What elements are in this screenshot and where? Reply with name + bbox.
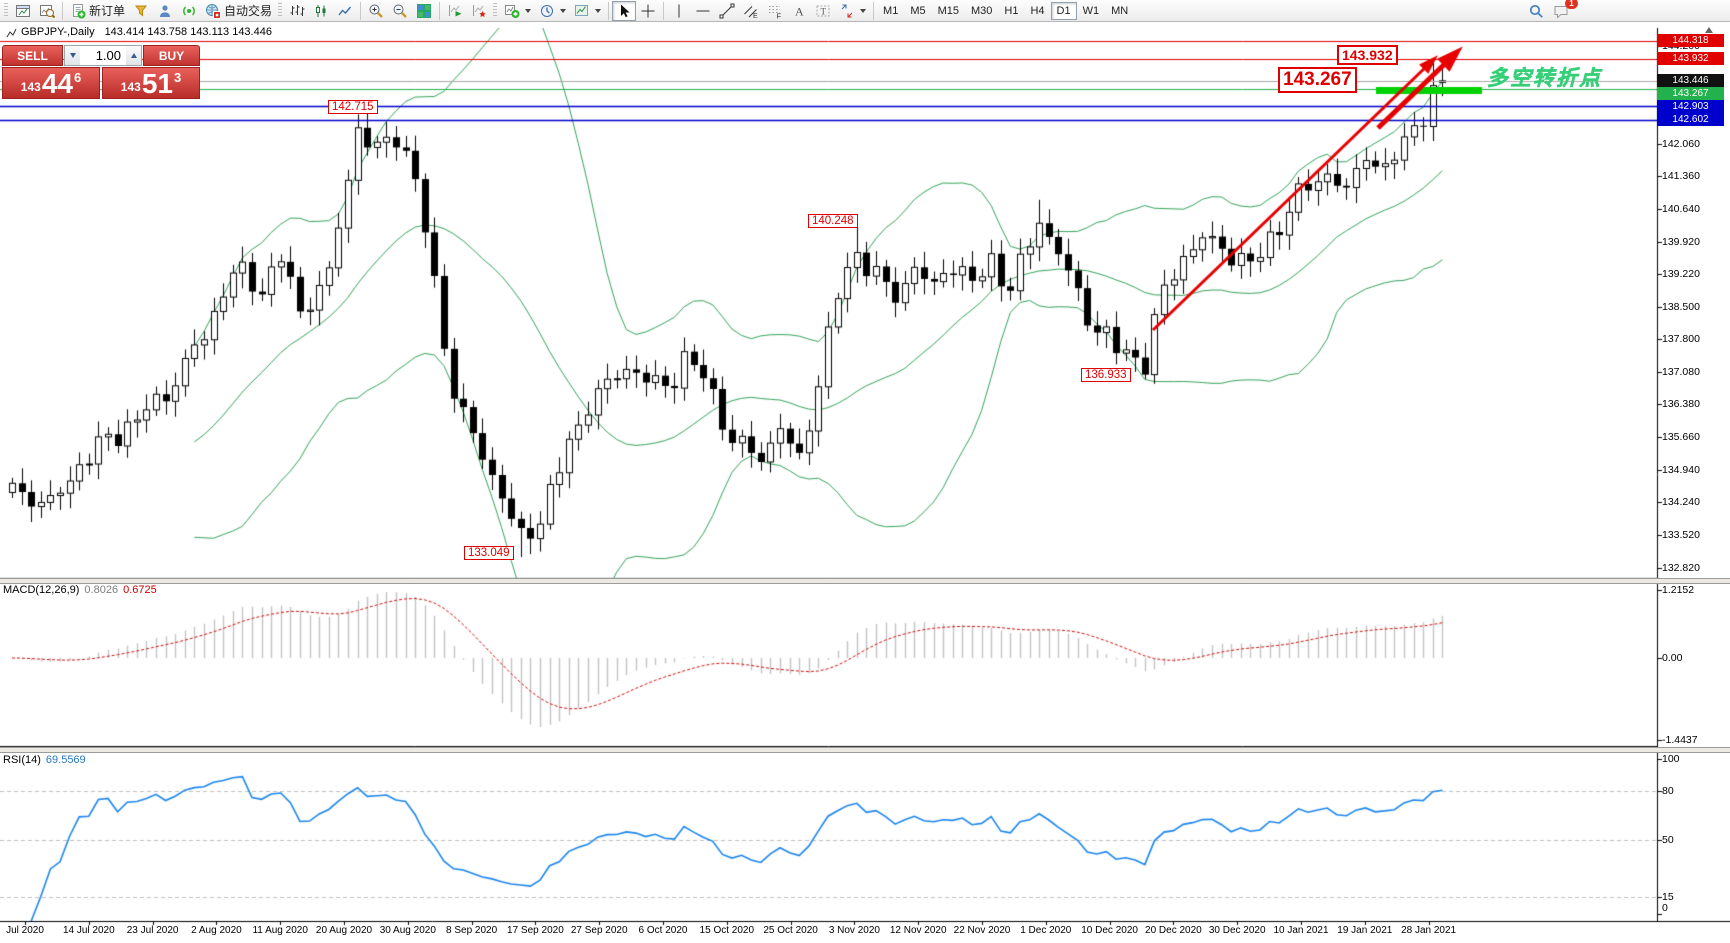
macd-indicator-label: MACD(12,26,9) 0.8026 0.6725 <box>3 584 157 596</box>
sell-price-display[interactable]: 143 44 6 <box>2 67 100 99</box>
dropdown-caret-icon <box>595 8 602 13</box>
notification-badge: 1 <box>1565 0 1578 9</box>
sell-price-pip: 6 <box>73 70 82 85</box>
templates-button[interactable] <box>570 1 605 21</box>
ohlc-values: 143.414 143.758 143.113 143.446 <box>104 26 272 38</box>
notifications-button[interactable]: 1 <box>1549 0 1578 21</box>
buy-price-prefix: 143 <box>120 80 141 94</box>
new-chart-window-icon[interactable] <box>11 1 35 21</box>
rsi-name: RSI(14) <box>3 754 41 766</box>
text-label-button[interactable]: T <box>811 1 835 21</box>
crosshair-button[interactable] <box>636 1 660 21</box>
new-order-button[interactable]: 新订单 <box>66 1 129 21</box>
arrows-button[interactable] <box>835 1 870 21</box>
svg-text:E: E <box>753 13 758 19</box>
timeframe-h4-button[interactable]: H4 <box>1024 2 1050 20</box>
timeframe-w1-button[interactable]: W1 <box>1077 2 1106 20</box>
scroll-marker-icon <box>1705 27 1713 33</box>
zoom-in-button[interactable] <box>364 1 388 21</box>
periods-button[interactable] <box>535 1 570 21</box>
buy-button[interactable]: BUY <box>143 45 200 66</box>
up-triangle-icon <box>130 53 137 58</box>
chart-title-line: GBPJPY-,Daily 143.414 143.758 143.113 14… <box>6 26 272 38</box>
fibonacci-button[interactable]: F <box>763 1 787 21</box>
timeframe-toolbar: M1 M5 M15 M30 H1 H4 D1 W1 MN <box>877 1 1134 20</box>
timeframe-mn-button[interactable]: MN <box>1105 2 1134 20</box>
cursor-button[interactable] <box>612 0 637 21</box>
horizontal-line-button[interactable] <box>691 1 715 21</box>
indicators-button[interactable] <box>500 1 535 21</box>
dropdown-caret-icon <box>525 8 532 13</box>
volume-increase-button[interactable] <box>126 46 141 65</box>
sell-price-big: 44 <box>41 68 73 99</box>
chart-shift-icon[interactable] <box>467 1 491 21</box>
dropdown-caret-icon <box>560 8 567 13</box>
timeframe-m5-button[interactable]: M5 <box>904 2 931 20</box>
toolbar-grip[interactable] <box>278 3 283 18</box>
chart-profiles-icon[interactable] <box>35 1 59 21</box>
timeframe-m1-button[interactable]: M1 <box>877 2 904 20</box>
symbol-period-label: GBPJPY-,Daily <box>21 26 95 38</box>
buy-price-display[interactable]: 143 51 3 <box>102 67 200 99</box>
market-profile-icon[interactable] <box>153 1 177 21</box>
svg-text:A: A <box>795 4 804 18</box>
zoom-out-button[interactable] <box>388 1 412 21</box>
volume-decrease-button[interactable] <box>65 46 80 65</box>
timeframe-m15-button[interactable]: M15 <box>932 2 965 20</box>
autotrading-button[interactable]: 自动交易 <box>201 1 276 21</box>
buy-price-pip: 3 <box>173 70 182 85</box>
search-button[interactable] <box>1524 1 1549 21</box>
down-triangle-icon <box>69 53 76 58</box>
candlestick-chart-icon[interactable] <box>309 1 333 21</box>
timeframe-m30-button[interactable]: M30 <box>965 2 998 20</box>
toolbar-grip[interactable] <box>4 3 8 18</box>
signals-icon[interactable] <box>177 1 201 21</box>
svg-text:F: F <box>777 11 782 19</box>
toolbar-grip[interactable] <box>493 3 498 18</box>
sell-price-prefix: 143 <box>20 80 41 94</box>
svg-text:T: T <box>821 6 827 16</box>
volume-stepper[interactable]: 1.00 <box>64 45 142 66</box>
macd-main-value: 0.8026 <box>84 584 119 596</box>
rsi-value: 69.5569 <box>45 754 86 766</box>
macd-name: MACD(12,26,9) <box>3 584 80 596</box>
text-button[interactable]: A <box>787 1 811 21</box>
macd-signal-value: 0.6725 <box>123 584 157 596</box>
trendline-button[interactable] <box>715 1 739 21</box>
vertical-line-button[interactable] <box>667 1 691 21</box>
chart-window-mini-icon <box>6 28 17 37</box>
dropdown-caret-icon <box>860 8 867 13</box>
bar-chart-icon[interactable] <box>285 1 309 21</box>
equidistant-channel-button[interactable]: E <box>739 1 763 21</box>
pane-splitter[interactable] <box>0 747 1730 753</box>
one-click-trading-panel: SELL 1.00 BUY 143 44 6 143 51 3 <box>2 45 200 99</box>
timeframe-d1-button[interactable]: D1 <box>1050 1 1077 20</box>
pane-splitter[interactable] <box>0 578 1730 584</box>
rsi-indicator-label: RSI(14) 69.5569 <box>3 754 86 766</box>
funnel-icon[interactable] <box>129 1 153 21</box>
timeframe-h1-button[interactable]: H1 <box>998 2 1024 20</box>
new-order-label: 新订单 <box>89 4 126 18</box>
bull-bear-pivot-annotation: 多空转折点 <box>1487 67 1602 91</box>
auto-scroll-icon[interactable] <box>443 1 467 21</box>
tile-windows-icon[interactable] <box>412 1 436 21</box>
buy-price-big: 51 <box>141 68 173 99</box>
line-chart-icon[interactable] <box>333 1 357 21</box>
main-toolbar: 新订单 自动交易 <box>0 0 1730 22</box>
autotrading-label: 自动交易 <box>224 4 273 18</box>
volume-value: 1.00 <box>95 48 121 63</box>
sell-button[interactable]: SELL <box>2 45 63 66</box>
